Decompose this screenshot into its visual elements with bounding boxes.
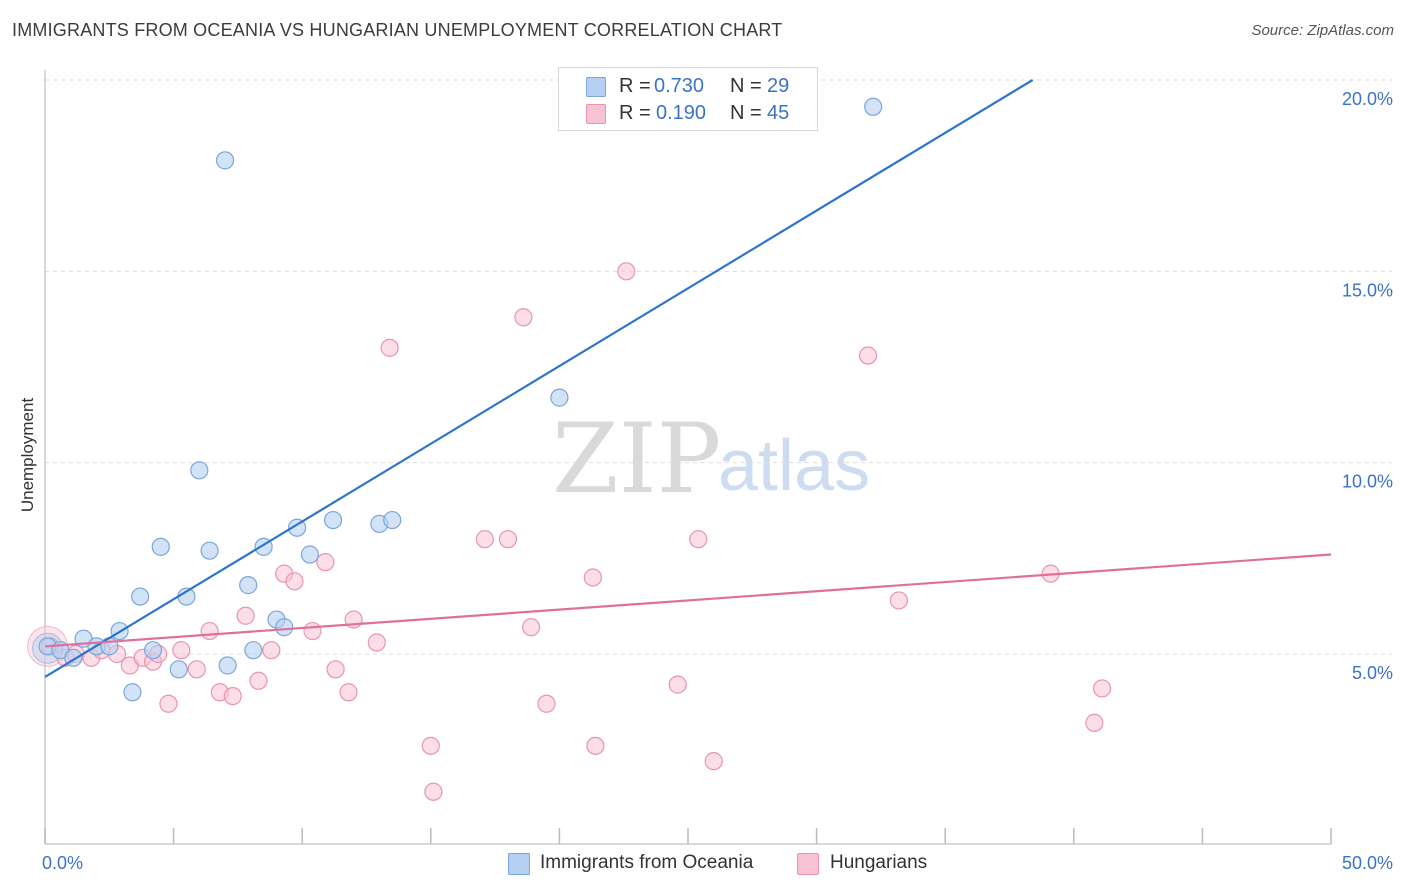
hungarians-point (187, 660, 206, 679)
oceania-point (200, 541, 219, 560)
legend-n-value-hungarians: 45 (767, 102, 790, 124)
oceania-point (383, 510, 402, 530)
oceania-point (190, 461, 209, 480)
oceania-point (239, 576, 258, 595)
x-tick-label: 50.0% (1342, 853, 1393, 873)
oceania-point (275, 618, 294, 637)
oceania-point (143, 641, 163, 660)
watermark: ZIP atlas (552, 403, 870, 515)
y-tick-label: 10.0% (1342, 472, 1393, 492)
hungarians-point (326, 660, 345, 679)
oceania-point (151, 537, 170, 556)
hungarians-point (704, 752, 723, 771)
legend-swatch-oceania (586, 77, 606, 97)
hungarians-point (1085, 713, 1104, 732)
hungarians-point (285, 572, 304, 591)
hungarians-point (339, 683, 358, 702)
legend-r-label-oceania: R = (619, 75, 651, 97)
y-tick-label: 15.0% (1342, 280, 1393, 300)
hungarians-point (617, 262, 636, 281)
oceania-trend-line (44, 79, 1034, 678)
watermark-atlas: atlas (718, 426, 870, 506)
bottom-legend-hungarians: Hungarians (830, 852, 928, 873)
legend-r-label-hungarians: R = (619, 102, 651, 124)
watermark-zip: ZIP (552, 403, 721, 515)
oceania-points (32, 97, 883, 702)
hungarians-point (236, 606, 255, 625)
hungarians-point (586, 736, 605, 755)
hungarians-point (583, 568, 602, 587)
hungarians-point (380, 338, 399, 357)
bottom-legend-swatch-hungarians (797, 853, 819, 875)
hungarians-point (689, 530, 708, 549)
oceania-point (300, 545, 320, 564)
legend-r-value-oceania: 0.730 (654, 75, 705, 97)
source-credit: Source: ZipAtlas.com (1251, 22, 1394, 39)
x-tick-label: 0.0% (42, 853, 83, 873)
hungarians-point (421, 736, 440, 755)
oceania-point (323, 510, 343, 530)
hungarians-point (316, 553, 335, 572)
legend-n-label-oceania: N = (730, 75, 762, 97)
hungarians-point (668, 675, 687, 694)
hungarians-point (1092, 679, 1112, 698)
hungarians-point (159, 694, 178, 713)
y-tick-label: 20.0% (1342, 89, 1393, 109)
hungarians-point (424, 782, 443, 801)
hungarians-point (498, 530, 518, 549)
tick-labels: 5.0% 10.0% 15.0% 20.0% 0.0% 50.0% (42, 89, 1393, 873)
grid-lines (45, 79, 1392, 655)
hungarians-point (223, 686, 242, 706)
trend-lines (44, 79, 1332, 678)
legend-r-value-hungarians: 0.190 (656, 102, 707, 124)
oceania-point (287, 518, 307, 537)
oceania-point (215, 151, 235, 170)
hungarians-point (522, 618, 541, 637)
bottom-legend-oceania: Immigrants from Oceania (540, 852, 754, 873)
hungarians-point (858, 346, 878, 365)
hungarians-trend-line (44, 553, 1332, 648)
bottom-legend-swatch-oceania (508, 853, 530, 875)
chart-title: IMMIGRANTS FROM OCEANIA VS HUNGARIAN UNE… (12, 20, 783, 40)
oceania-point (864, 97, 883, 116)
axes (44, 70, 1332, 845)
hungarians-point (475, 530, 494, 549)
y-tick-label: 5.0% (1352, 663, 1393, 683)
oceania-point (550, 388, 569, 407)
oceania-point (218, 656, 237, 675)
oceania-point (244, 641, 263, 660)
hungarians-point (889, 591, 909, 610)
hungarians-point (172, 641, 191, 660)
hungarians-point (249, 671, 268, 690)
legend-n-label-hungarians: N = (730, 102, 762, 124)
hungarians-point (367, 633, 386, 652)
hungarians-point (262, 641, 281, 660)
hungarians-point (303, 621, 322, 641)
oceania-point (131, 587, 150, 606)
oceania-point (169, 660, 188, 679)
hungarians-point (514, 308, 533, 327)
oceania-point (123, 683, 142, 702)
legend-swatch-hungarians (586, 104, 606, 124)
legend-n-value-oceania: 29 (767, 75, 790, 97)
correlation-legend: R = 0.730 N = 29 R = 0.190 N = 45 (558, 67, 818, 131)
hungarians-point (200, 621, 219, 641)
hungarians-point (537, 694, 556, 713)
hungarians-points (27, 262, 1112, 801)
